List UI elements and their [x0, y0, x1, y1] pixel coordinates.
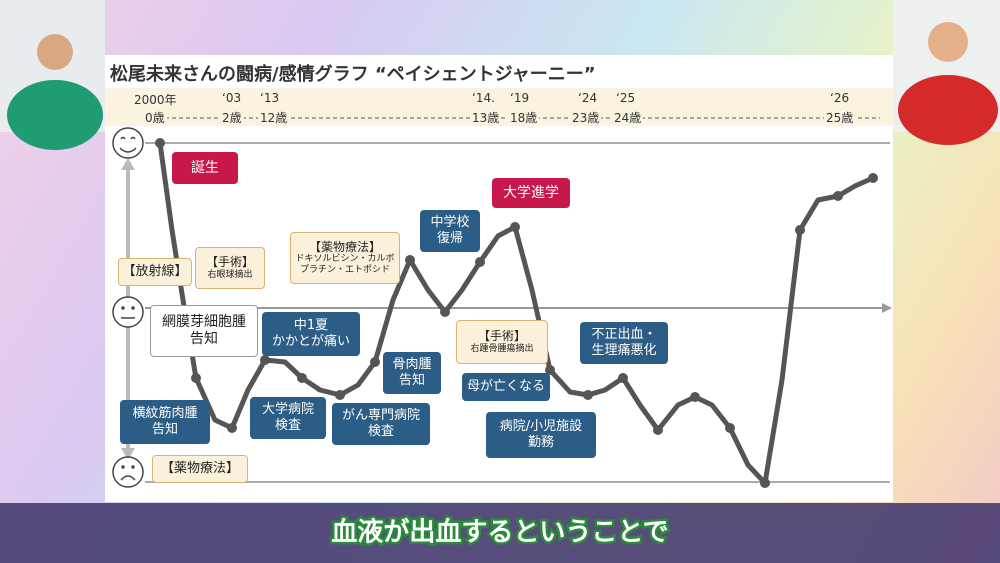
age-label: 25歳: [824, 109, 856, 126]
age-label: 23歳: [570, 109, 602, 126]
year-label: ‘13: [258, 91, 282, 105]
age-label: 18歳: [508, 109, 540, 126]
annotation: 不正出血・ 生理痛悪化: [580, 322, 668, 364]
left-person-head: [37, 34, 73, 70]
year-label: ‘24: [576, 91, 600, 105]
emotion-curve: [157, 140, 876, 486]
caption: 血液が出血するということで: [331, 517, 668, 548]
annotation-line: 骨肉腫: [392, 357, 432, 373]
year-label: ‘19: [508, 91, 532, 105]
annotation-line: 横紋筋肉腫: [132, 406, 198, 422]
year-label: ‘25: [614, 91, 638, 105]
annotation-line: 大学病院: [261, 402, 314, 418]
face-icons: [112, 127, 144, 488]
annotation: 横紋筋肉腫 告知: [120, 400, 210, 444]
annotation-line: 網膜芽細胞腫: [162, 314, 246, 331]
annotation-line: 告知: [151, 422, 178, 437]
curve-points: [155, 138, 878, 488]
annotation: 病院/小児施設 勤務: [486, 412, 596, 458]
age-label: 0歳: [143, 109, 167, 126]
annotation-line: 大学進学: [503, 184, 559, 201]
right-person-body: [898, 75, 998, 145]
annotation-line: 勤務: [527, 435, 554, 450]
annotation-line: 【薬物療法】: [308, 240, 381, 254]
annotation: 大学病院 検査: [250, 397, 326, 439]
year-label: ‘26: [828, 91, 852, 105]
annotation: 網膜芽細胞腫 告知: [150, 305, 258, 357]
left-person-body: [7, 80, 103, 150]
age-label: 2歳: [220, 109, 244, 126]
face-features: [119, 136, 137, 481]
annotation-line: 右踵骨腫瘍摘出: [470, 343, 534, 354]
annotation-line: 【放射線】: [122, 264, 188, 280]
annotation-line: 右眼球摘出: [207, 269, 253, 280]
annotation-line: 【手術】: [477, 329, 526, 344]
annotation: 母が亡くなる: [462, 373, 550, 401]
annotation-line: 【手術】: [205, 255, 254, 270]
annotation-line: 告知: [190, 331, 218, 347]
year-label: ‘14.: [470, 91, 497, 105]
annotation-line: ドキソルビシン・カルボ: [295, 254, 395, 265]
annotation: 大学進学: [492, 178, 570, 208]
annotation-line: 告知: [398, 373, 425, 388]
annotation: 【放射線】: [118, 258, 192, 286]
annotation-line: がん専門病院: [341, 408, 420, 424]
annotation: 【手術】 右眼球摘出: [195, 247, 265, 289]
annotation-line: 不正出血・: [591, 327, 657, 343]
caption-bar: [0, 503, 1000, 563]
annotation: がん専門病院 検査: [332, 403, 430, 445]
year-label: 2000年: [132, 91, 179, 108]
age-label: 12歳: [258, 109, 290, 126]
annotation: 誕生: [172, 152, 238, 184]
annotation-line: プラチン・エトポシド: [299, 265, 390, 276]
annotation-line: 病院/小児施設: [499, 419, 583, 435]
slide-title: 松尾未来さんの闘病/感情グラフ “ペイシェントジャーニー”: [110, 64, 596, 85]
arrow-head: [121, 158, 135, 170]
annotation-line: 母が亡くなる: [466, 379, 545, 395]
year-label: ‘03: [220, 91, 244, 105]
annotation-line: 中1夏: [293, 318, 329, 334]
annotation: 【薬物療法】 ドキソルビシン・カルボ プラチン・エトポシド: [290, 232, 400, 284]
annotation: 中学校 復帰: [420, 210, 480, 252]
annotation: 中1夏 かかとが痛い: [262, 312, 360, 356]
arrow-head: [882, 303, 892, 313]
annotation-line: 検査: [367, 424, 394, 439]
annotation-line: 生理痛悪化: [591, 343, 657, 358]
annotation-line: 誕生: [191, 159, 219, 176]
annotation-line: 【薬物療法】: [160, 461, 239, 477]
age-label: 13歳: [470, 109, 502, 126]
annotation: 【手術】 右踵骨腫瘍摘出: [456, 320, 548, 364]
annotation-line: 復帰: [436, 231, 463, 246]
annotation: 【薬物療法】: [152, 455, 248, 483]
annotation-line: 検査: [274, 418, 301, 433]
right-person-head: [928, 22, 968, 62]
arrow-head: [121, 448, 135, 460]
age-label: 24歳: [612, 109, 644, 126]
annotation-line: かかとが痛い: [271, 334, 350, 349]
annotation-line: 中学校: [430, 215, 470, 231]
annotation: 骨肉腫 告知: [383, 352, 441, 394]
